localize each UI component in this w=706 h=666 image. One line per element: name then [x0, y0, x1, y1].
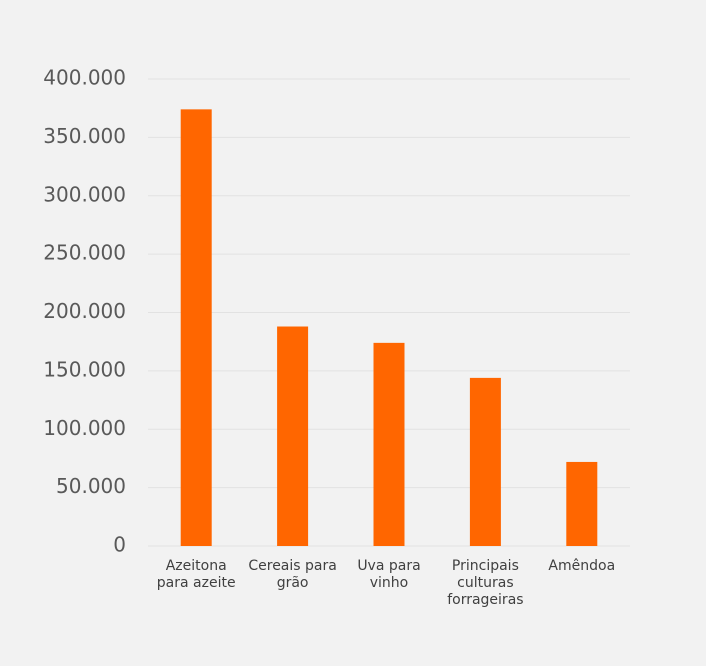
bar	[277, 326, 309, 546]
bar	[566, 461, 598, 546]
y-tick-label: 0	[113, 533, 126, 557]
y-tick-label: 150.000	[43, 357, 126, 381]
y-tick-label: 400.000	[43, 66, 126, 90]
x-tick-label: Cereais para grão	[248, 558, 337, 591]
bar	[180, 109, 212, 546]
y-tick-label: 250.000	[43, 241, 126, 265]
x-tick-label: Uva para vinho	[357, 558, 421, 591]
y-tick-label: 200.000	[43, 299, 126, 323]
x-tick-label: Azeitona para azeite	[156, 558, 236, 591]
y-tick-label: 350.000	[43, 124, 126, 148]
y-tick-label: 100.000	[43, 416, 126, 440]
x-tick-label: Amêndoa	[548, 558, 616, 574]
x-tick-label: Principais culturas forrageiras	[447, 558, 524, 608]
y-tick-label: 50.000	[56, 474, 126, 498]
y-tick-label: 300.000	[43, 182, 126, 206]
bar	[373, 342, 405, 546]
bar	[469, 377, 501, 546]
